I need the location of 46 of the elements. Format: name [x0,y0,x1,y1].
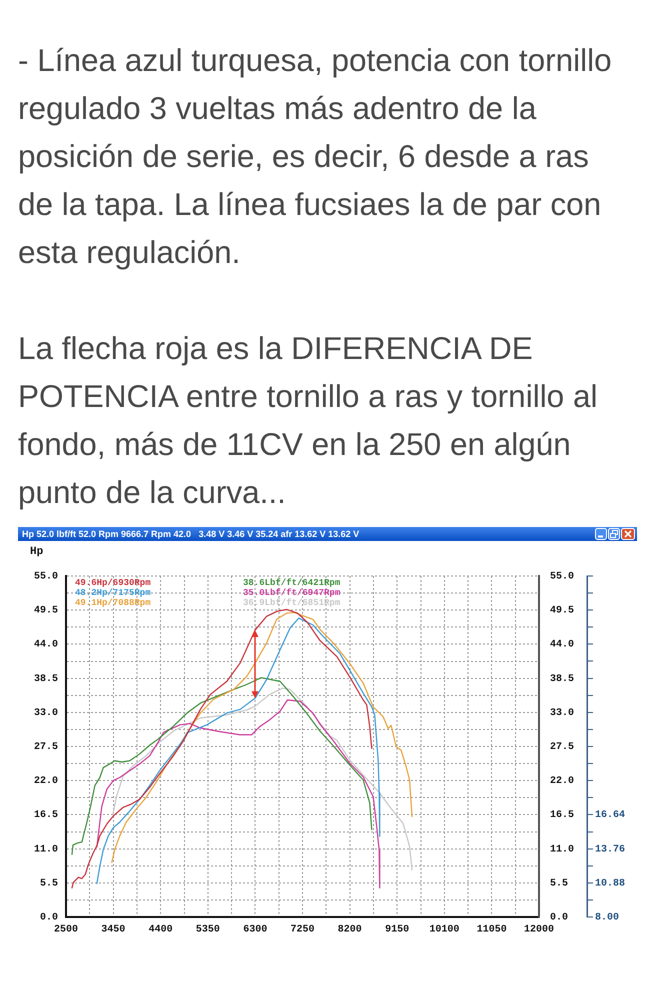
y3-tick-label: 13.76 [595,844,626,856]
x-tick-label: 6300 [243,924,268,936]
y-tick-label: 16.5 [34,810,58,822]
y2-tick-label: 44.0 [550,640,574,651]
text: 35.0Lbf/ft/6947Rpm [243,588,342,598]
x-tick-label: 12000 [524,924,554,936]
y2-tick-label: 22.0 [550,776,574,788]
y2-tick-label: 0.0 [550,912,568,924]
y-tick-label: 49.5 [34,606,58,617]
y2-tick-label: 38.5 [550,674,574,685]
y2-tick-label: 16.5 [550,810,574,822]
y-tick-label: 44.0 [34,640,58,651]
y3-tick-label: 16.64 [595,810,626,822]
x-tick-label: 11050 [476,924,507,936]
y-tick-label: 5.5 [40,878,58,890]
text: 48.2Hp/7175Rpm [75,588,152,598]
y-tick-label: 0.0 [40,912,58,924]
x-tick-label: 10100 [429,924,460,936]
text: La flecha roja es la DIFERENCIA DE POTENCIA entre tornillo a ras y tornillo al fondo, más de 11CV en la 250 en algún punto de la curva... [18,329,598,512]
chart-title: Hp 52.0 lbf/ft 52.0 Rpm 9666.7 Rpm 42.0 3.48 V 3.46 V 35.24 afr 13.62 V 13.62 V [22,529,360,539]
text: 38.6Lbf/ft/6421Rpm [243,578,342,588]
x-tick-label: 5350 [196,924,220,936]
x-tick-label: 7250 [290,924,315,936]
y-axis-title: Hp [30,546,44,559]
x-tick-label: 9150 [385,924,410,936]
text: - Línea azul turquesa, potencia con tornillo regulado 3 vueltas más adentro de la posición de serie, es decir, 6 desde a ras de la tapa. La línea fucsiaes la de par con esta regulación. [18,41,613,272]
text: 49.6Hp/6930Rpm [75,578,152,588]
y2-tick-label: 49.5 [550,606,574,617]
y2-tick-label: 11.0 [550,844,574,856]
y2-tick-label: 55.0 [550,572,574,583]
text: 49.1Hp/7088Rpm [75,598,152,608]
y-tick-label: 11.0 [34,844,58,856]
y-tick-label: 22.0 [34,776,58,788]
y-tick-label: 38.5 [34,674,58,685]
y-tick-label: 55.0 [34,572,58,583]
y-tick-label: 27.5 [34,742,58,754]
y3-tick-label: 10.88 [595,878,626,890]
x-tick-label: 2500 [54,924,78,936]
y2-tick-label: 33.0 [550,708,574,719]
y2-tick-label: 27.5 [550,742,574,754]
y-tick-label: 33.0 [34,708,58,719]
x-tick-label: 3450 [101,924,126,936]
x-tick-label: 8200 [338,924,362,936]
y3-tick-label: 8.00 [595,912,620,924]
y2-tick-label: 5.5 [550,878,568,890]
x-tick-label: 4400 [148,924,173,936]
